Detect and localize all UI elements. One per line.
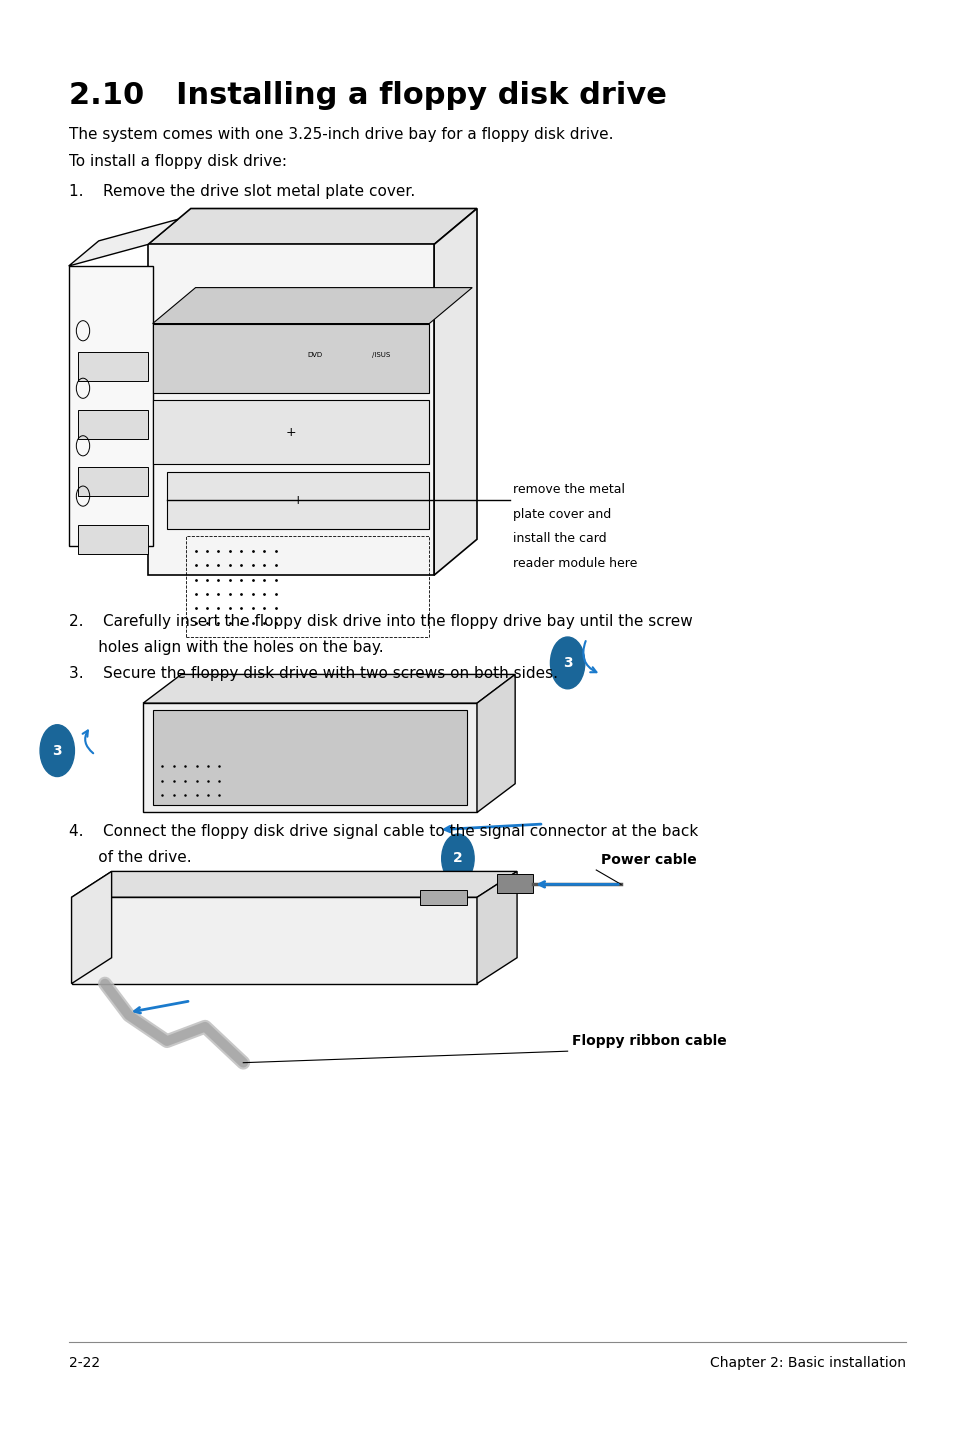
- Text: 2.    Carefully insert the floppy disk drive into the floppy drive bay until the: 2. Carefully insert the floppy disk driv…: [69, 614, 692, 628]
- Polygon shape: [167, 472, 429, 529]
- Text: 1.    Remove the drive slot metal plate cover.: 1. Remove the drive slot metal plate cov…: [69, 184, 415, 198]
- Text: 3: 3: [562, 656, 572, 670]
- Bar: [497, 874, 533, 893]
- Text: holes align with the holes on the bay.: holes align with the holes on the bay.: [69, 640, 383, 654]
- Text: 3.    Secure the floppy disk drive with two screws on both sides.: 3. Secure the floppy disk drive with two…: [69, 666, 558, 680]
- Polygon shape: [71, 871, 517, 897]
- Circle shape: [40, 725, 74, 777]
- Text: plate cover and: plate cover and: [513, 508, 611, 521]
- Text: 2-22: 2-22: [69, 1356, 100, 1370]
- Polygon shape: [152, 324, 429, 393]
- Text: +: +: [293, 493, 303, 508]
- Text: DVD: DVD: [307, 352, 322, 358]
- Polygon shape: [78, 525, 148, 554]
- Text: +: +: [285, 426, 296, 439]
- Circle shape: [441, 834, 474, 883]
- Polygon shape: [148, 244, 434, 575]
- Polygon shape: [71, 897, 476, 984]
- Text: To install a floppy disk drive:: To install a floppy disk drive:: [69, 154, 287, 168]
- Text: The system comes with one 3.25-inch drive bay for a floppy disk drive.: The system comes with one 3.25-inch driv…: [69, 127, 613, 141]
- Polygon shape: [434, 209, 476, 575]
- Text: 3: 3: [52, 743, 62, 758]
- Text: 2: 2: [453, 851, 462, 866]
- Polygon shape: [69, 266, 152, 546]
- Polygon shape: [476, 871, 517, 984]
- Polygon shape: [152, 710, 467, 805]
- Polygon shape: [152, 400, 429, 464]
- Text: Power cable: Power cable: [600, 853, 696, 867]
- Text: reader module here: reader module here: [513, 557, 637, 569]
- Text: Chapter 2: Basic installation: Chapter 2: Basic installation: [710, 1356, 905, 1370]
- Polygon shape: [148, 209, 476, 244]
- Polygon shape: [143, 674, 515, 703]
- Polygon shape: [71, 871, 112, 984]
- Polygon shape: [78, 352, 148, 381]
- Polygon shape: [152, 288, 472, 324]
- Circle shape: [550, 637, 584, 689]
- Text: of the drive.: of the drive.: [69, 850, 192, 864]
- Text: 4.    Connect the floppy disk drive signal cable to the signal connector at the : 4. Connect the floppy disk drive signal …: [69, 824, 698, 838]
- Text: 2.10   Installing a floppy disk drive: 2.10 Installing a floppy disk drive: [69, 81, 666, 109]
- Polygon shape: [476, 674, 515, 812]
- Bar: [419, 890, 467, 905]
- Text: install the card: install the card: [513, 532, 606, 545]
- Polygon shape: [78, 410, 148, 439]
- Text: Floppy ribbon cable: Floppy ribbon cable: [572, 1034, 726, 1048]
- Text: /ISUS: /ISUS: [372, 352, 391, 358]
- Polygon shape: [69, 220, 177, 266]
- Text: remove the metal: remove the metal: [513, 483, 624, 496]
- Polygon shape: [143, 703, 476, 812]
- Polygon shape: [78, 467, 148, 496]
